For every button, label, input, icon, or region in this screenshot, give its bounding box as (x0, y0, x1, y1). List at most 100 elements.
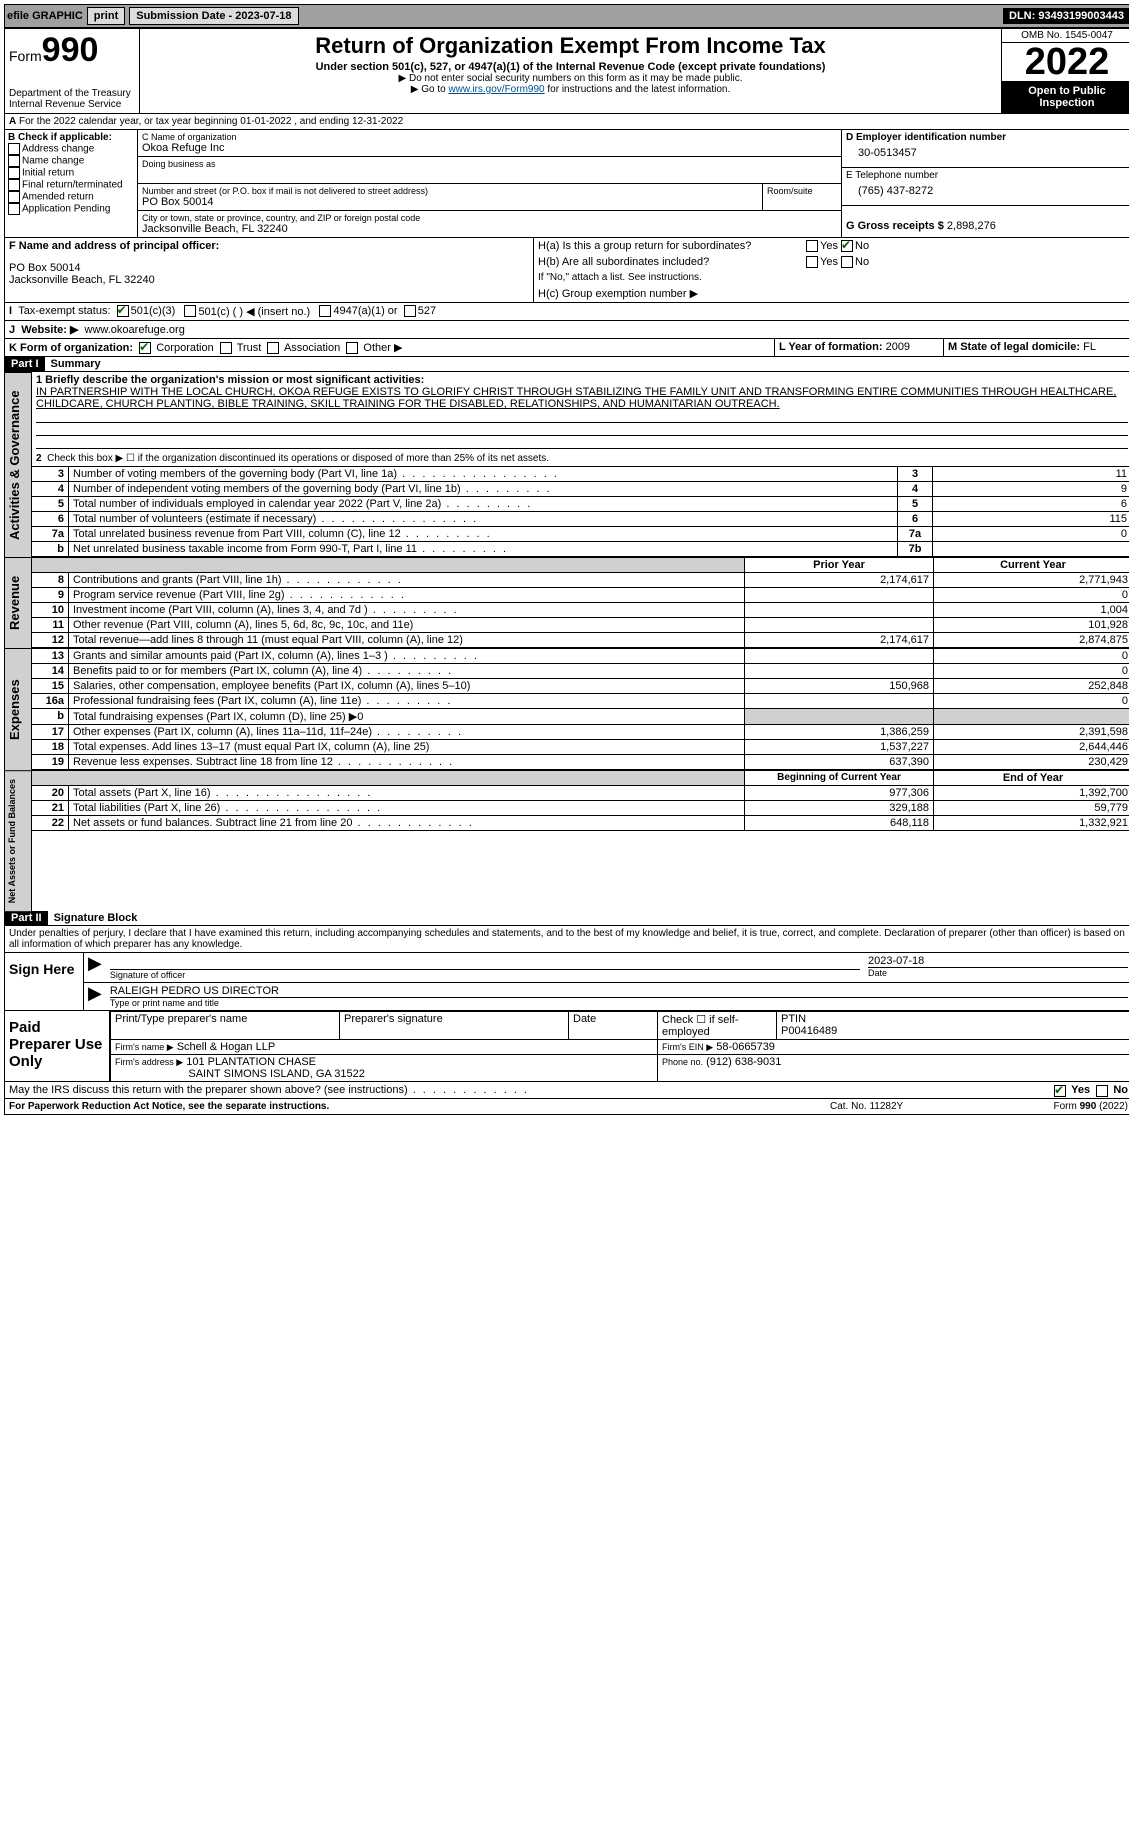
chk-discuss-yes[interactable] (1054, 1085, 1066, 1097)
net-assets-table: Beginning of Current YearEnd of Year 20T… (32, 770, 1129, 831)
net-assets-section: Net Assets or Fund Balances Beginning of… (4, 770, 1129, 911)
chk-amended[interactable] (8, 191, 20, 203)
line-4: 4Number of independent voting members of… (32, 482, 1129, 497)
street-row: Number and street (or P.O. box if mail i… (138, 184, 841, 211)
dba-cell: Doing business as (138, 157, 841, 184)
line-16a: 16aProfessional fundraising fees (Part I… (32, 694, 1129, 709)
side-tab-net-assets: Net Assets or Fund Balances (4, 770, 32, 911)
firm-name: Schell & Hogan LLP (177, 1041, 275, 1053)
chk-hb-yes[interactable] (806, 256, 818, 268)
page-footer: For Paperwork Reduction Act Notice, see … (4, 1099, 1129, 1115)
website-row: J Website: ▶ www.okoarefuge.org (4, 321, 1129, 339)
form-word: Form (9, 48, 42, 64)
line-22: 22Net assets or fund balances. Subtract … (32, 816, 1129, 831)
line-7b: bNet unrelated business taxable income f… (32, 542, 1129, 557)
chk-address-change[interactable] (8, 143, 20, 155)
city-state-zip: Jacksonville Beach, FL 32240 (142, 223, 837, 235)
h-b-label: H(b) Are all subordinates included? (534, 254, 802, 270)
website-value: www.okoarefuge.org (85, 324, 185, 336)
paperwork-notice: For Paperwork Reduction Act Notice, see … (9, 1101, 329, 1112)
chk-initial-return[interactable] (8, 167, 20, 179)
irs-link[interactable]: www.irs.gov/Form990 (448, 84, 544, 95)
year-formation: L Year of formation: 2009 (775, 339, 944, 356)
part2-header: Part II Signature Block (4, 911, 1129, 926)
self-employed-label: Check ☐ if self-employed (658, 1012, 777, 1040)
entity-mid: C Name of organization Okoa Refuge Inc D… (138, 130, 841, 237)
tax-exempt-row: I Tax-exempt status: 501(c)(3) 501(c) ( … (4, 303, 1129, 321)
tax-year: 2022 (1002, 43, 1129, 81)
chk-trust[interactable] (220, 342, 232, 354)
part2-tag: Part II (5, 911, 48, 925)
prior-year-header: Prior Year (745, 558, 934, 573)
chk-other[interactable] (346, 342, 358, 354)
part1-tag: Part I (5, 357, 45, 371)
entity-block: B Check if applicable: Address change Na… (4, 130, 1129, 238)
chk-4947[interactable] (319, 305, 331, 317)
officer-name: RALEIGH PEDRO US DIRECTOR (110, 985, 1128, 997)
chk-ha-yes[interactable] (806, 240, 818, 252)
col-header-row: Prior YearCurrent Year (32, 558, 1129, 573)
side-tab-governance: Activities & Governance (4, 372, 32, 557)
prep-sig-label: Preparer's signature (340, 1012, 569, 1040)
street-address: PO Box 50014 (142, 196, 758, 208)
city-cell: City or town, state or province, country… (138, 211, 841, 237)
chk-527[interactable] (404, 305, 416, 317)
current-year-header: Current Year (934, 558, 1129, 573)
gross-receipts-cell: G Gross receipts $ 2,898,276 (842, 206, 1129, 234)
ptin-value: P00416489 (781, 1025, 837, 1037)
firm-phone: (912) 638-9031 (706, 1056, 781, 1068)
line-11: 11Other revenue (Part VIII, column (A), … (32, 618, 1129, 633)
line2: 2 Check this box ▶ ☐ if the organization… (32, 451, 1129, 466)
form-id-box: Form990 Department of the Treasury Inter… (5, 29, 140, 113)
net-header-row: Beginning of Current YearEnd of Year (32, 771, 1129, 786)
expenses-section: Expenses 13Grants and similar amounts pa… (4, 648, 1129, 770)
chk-501c[interactable] (184, 305, 196, 317)
chk-final-return[interactable] (8, 179, 20, 191)
paid-preparer-label: Paid Preparer Use Only (5, 1011, 110, 1081)
discuss-row: May the IRS discuss this return with the… (4, 1082, 1129, 1099)
expenses-table: 13Grants and similar amounts paid (Part … (32, 648, 1129, 770)
chk-hb-no[interactable] (841, 256, 853, 268)
end-year-header: End of Year (934, 771, 1129, 786)
firm-addr1: 101 PLANTATION CHASE (186, 1056, 316, 1068)
form-subtitle: Under section 501(c), 527, or 4947(a)(1)… (144, 61, 997, 73)
dept-label: Department of the Treasury Internal Reve… (9, 88, 135, 110)
revenue-section: Revenue Prior YearCurrent Year 8Contribu… (4, 557, 1129, 648)
line-10: 10Investment income (Part VIII, column (… (32, 603, 1129, 618)
year-box: OMB No. 1545-0047 2022 Open to Public In… (1002, 29, 1129, 113)
org-name: Okoa Refuge Inc (142, 142, 837, 154)
chk-501c3[interactable] (117, 305, 129, 317)
chk-ha-no[interactable] (841, 240, 853, 252)
form-number: 990 (42, 31, 99, 69)
submission-date-button[interactable]: Submission Date - 2023-07-18 (129, 7, 298, 25)
klm-row: K Form of organization: Corporation Trus… (4, 339, 1129, 357)
ein-value: 30-0513457 (846, 143, 1128, 165)
line-17: 17Other expenses (Part IX, column (A), l… (32, 725, 1129, 740)
cat-no: Cat. No. 11282Y (826, 1099, 984, 1114)
revenue-table: Prior YearCurrent Year 8Contributions an… (32, 557, 1129, 648)
firm-addr2: SAINT SIMONS ISLAND, GA 31522 (188, 1068, 364, 1080)
line-7a: 7aTotal unrelated business revenue from … (32, 527, 1129, 542)
phone-cell: E Telephone number (765) 437-8272 (842, 168, 1129, 206)
form-header: Form990 Department of the Treasury Inter… (4, 28, 1129, 114)
line-13: 13Grants and similar amounts paid (Part … (32, 649, 1129, 664)
print-button[interactable]: print (87, 7, 125, 25)
chk-name-change[interactable] (8, 155, 20, 167)
line-21: 21Total liabilities (Part X, line 26)329… (32, 801, 1129, 816)
line-6: 6Total number of volunteers (estimate if… (32, 512, 1129, 527)
group-return-block: H(a) Is this a group return for subordin… (534, 238, 1129, 302)
chk-corp[interactable] (139, 342, 151, 354)
chk-discuss-no[interactable] (1096, 1085, 1108, 1097)
part1-title: Summary (45, 357, 107, 371)
chk-assoc[interactable] (267, 342, 279, 354)
form-title-box: Return of Organization Exempt From Incom… (140, 29, 1002, 113)
line-18: 18Total expenses. Add lines 13–17 (must … (32, 740, 1129, 755)
chk-app-pending[interactable] (8, 203, 20, 215)
side-tab-revenue: Revenue (4, 557, 32, 648)
phone-value: (765) 437-8272 (846, 181, 1128, 203)
paid-preparer-block: Paid Preparer Use Only Print/Type prepar… (4, 1011, 1129, 1082)
h-c-label: H(c) Group exemption number ▶ (534, 285, 1129, 302)
entity-right: D Employer identification number 30-0513… (841, 130, 1129, 237)
line-9: 9Program service revenue (Part VIII, lin… (32, 588, 1129, 603)
line-16b: bTotal fundraising expenses (Part IX, co… (32, 709, 1129, 725)
